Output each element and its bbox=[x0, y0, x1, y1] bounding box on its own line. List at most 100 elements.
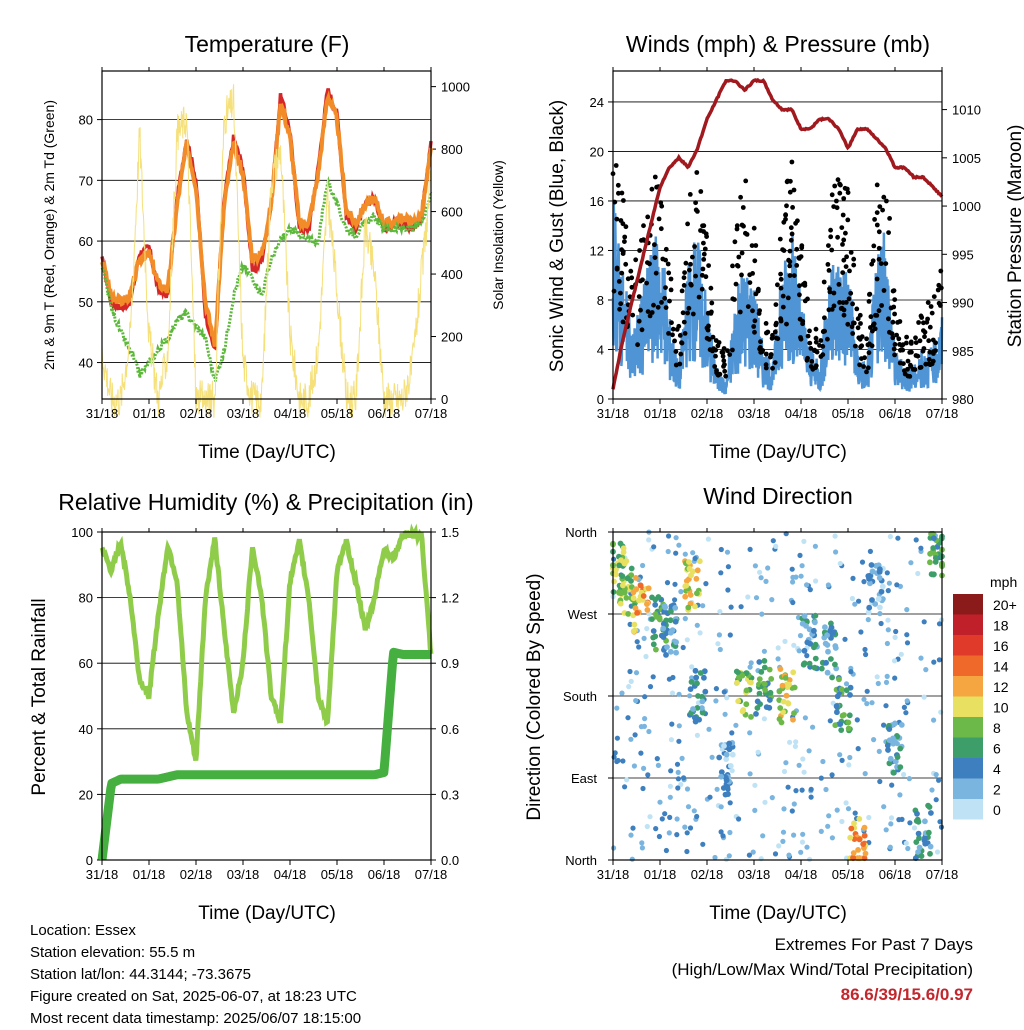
gust-point bbox=[845, 321, 851, 327]
gust-point bbox=[694, 170, 700, 175]
gust-point bbox=[813, 339, 819, 345]
legend-swatch bbox=[953, 778, 983, 799]
gust-point bbox=[890, 288, 896, 294]
gust-point bbox=[807, 340, 813, 346]
direction-point bbox=[720, 785, 727, 791]
direction-point bbox=[867, 580, 873, 587]
direction-point bbox=[861, 832, 868, 839]
gust-point bbox=[802, 280, 808, 286]
direction-point bbox=[885, 747, 891, 753]
gust-point bbox=[788, 225, 794, 231]
gust-point bbox=[669, 320, 674, 326]
gust-point bbox=[865, 342, 871, 348]
direction-point bbox=[803, 623, 809, 629]
direction-point bbox=[752, 807, 758, 814]
x-tick-label: 06/18 bbox=[879, 406, 912, 421]
gust-point bbox=[618, 290, 623, 296]
humidity-plot: 0 20 40 60 80 100 0.0 0.3 0.6 0.9 1.2 1.5 31/18 01/18… bbox=[71, 523, 459, 882]
gust-point bbox=[900, 347, 906, 353]
direction-point bbox=[699, 705, 705, 711]
direction-point bbox=[646, 728, 652, 735]
direction-point bbox=[933, 797, 939, 803]
gust-point bbox=[922, 334, 927, 340]
direction-point bbox=[877, 611, 883, 617]
direction-point bbox=[628, 565, 635, 572]
gust-point bbox=[837, 190, 843, 196]
direction-point bbox=[929, 787, 935, 793]
gust-point bbox=[928, 304, 934, 309]
gust-point bbox=[874, 182, 880, 188]
direction-point bbox=[613, 571, 619, 578]
direction-point bbox=[642, 694, 648, 700]
y-tick-label-right: 1.2 bbox=[441, 591, 459, 606]
direction-point bbox=[866, 604, 873, 611]
direction-point bbox=[858, 629, 864, 635]
direction-point bbox=[778, 719, 785, 726]
gust-point bbox=[850, 331, 856, 336]
extremes-values: 86.6/39/15.6/0.97 bbox=[840, 985, 973, 1004]
direction-point bbox=[624, 777, 630, 783]
direction-point bbox=[634, 610, 640, 616]
direction-point bbox=[753, 595, 760, 601]
direction-point bbox=[694, 680, 700, 687]
x-tick-label: 31/18 bbox=[86, 406, 119, 421]
gust-point bbox=[861, 364, 866, 369]
gust-point bbox=[790, 205, 795, 210]
y-tick-label-right: 1005 bbox=[952, 151, 981, 166]
gust-point bbox=[804, 357, 810, 363]
gust-point bbox=[855, 316, 861, 322]
direction-point bbox=[800, 756, 806, 762]
direction-point bbox=[748, 714, 754, 720]
direction-point bbox=[829, 772, 835, 778]
direction-point bbox=[930, 545, 937, 551]
direction-point bbox=[725, 587, 731, 593]
direction-point bbox=[639, 845, 646, 851]
direction-point bbox=[692, 555, 698, 562]
gust-point bbox=[763, 351, 769, 357]
direction-point bbox=[630, 825, 636, 831]
gust-point bbox=[832, 183, 838, 189]
recent-text: Most recent data timestamp: 2025/06/07 1… bbox=[30, 1010, 362, 1027]
direction-point bbox=[845, 719, 852, 726]
direction-point bbox=[628, 584, 635, 590]
direction-point bbox=[883, 679, 890, 686]
direction-point bbox=[748, 679, 754, 686]
gust-point bbox=[800, 321, 805, 327]
gust-point bbox=[805, 333, 811, 339]
direction-point bbox=[652, 596, 659, 603]
gust-point bbox=[653, 270, 659, 276]
gust-point bbox=[859, 356, 864, 361]
direction-point bbox=[718, 769, 725, 775]
direction-point bbox=[832, 533, 838, 539]
direction-point bbox=[859, 559, 866, 565]
direction-point bbox=[688, 679, 695, 685]
direction-point bbox=[798, 573, 804, 579]
direction-point bbox=[676, 691, 682, 697]
direction-point bbox=[927, 550, 933, 557]
direction-point bbox=[890, 769, 897, 776]
direction-point bbox=[687, 825, 694, 831]
gust-point bbox=[715, 343, 721, 349]
direction-point bbox=[918, 655, 924, 661]
gust-point bbox=[701, 223, 707, 229]
gust-point bbox=[641, 223, 646, 229]
direction-point bbox=[793, 788, 799, 794]
direction-point bbox=[804, 582, 810, 588]
gust-point bbox=[722, 368, 728, 374]
direction-point bbox=[885, 617, 891, 623]
y-tick-label: 24 bbox=[590, 95, 604, 110]
direction-point bbox=[641, 635, 647, 642]
gust-point bbox=[846, 296, 852, 302]
direction-point bbox=[934, 849, 941, 855]
direction-point bbox=[629, 856, 635, 862]
direction-point bbox=[783, 692, 790, 699]
direction-point bbox=[833, 549, 839, 555]
direction-point bbox=[736, 674, 742, 681]
direction-point bbox=[718, 804, 724, 810]
gust-point bbox=[693, 273, 698, 279]
gust-point bbox=[740, 205, 746, 210]
direction-point bbox=[850, 850, 857, 856]
gust-point bbox=[909, 349, 914, 355]
direction-point bbox=[862, 646, 868, 653]
gust-point bbox=[772, 329, 778, 335]
